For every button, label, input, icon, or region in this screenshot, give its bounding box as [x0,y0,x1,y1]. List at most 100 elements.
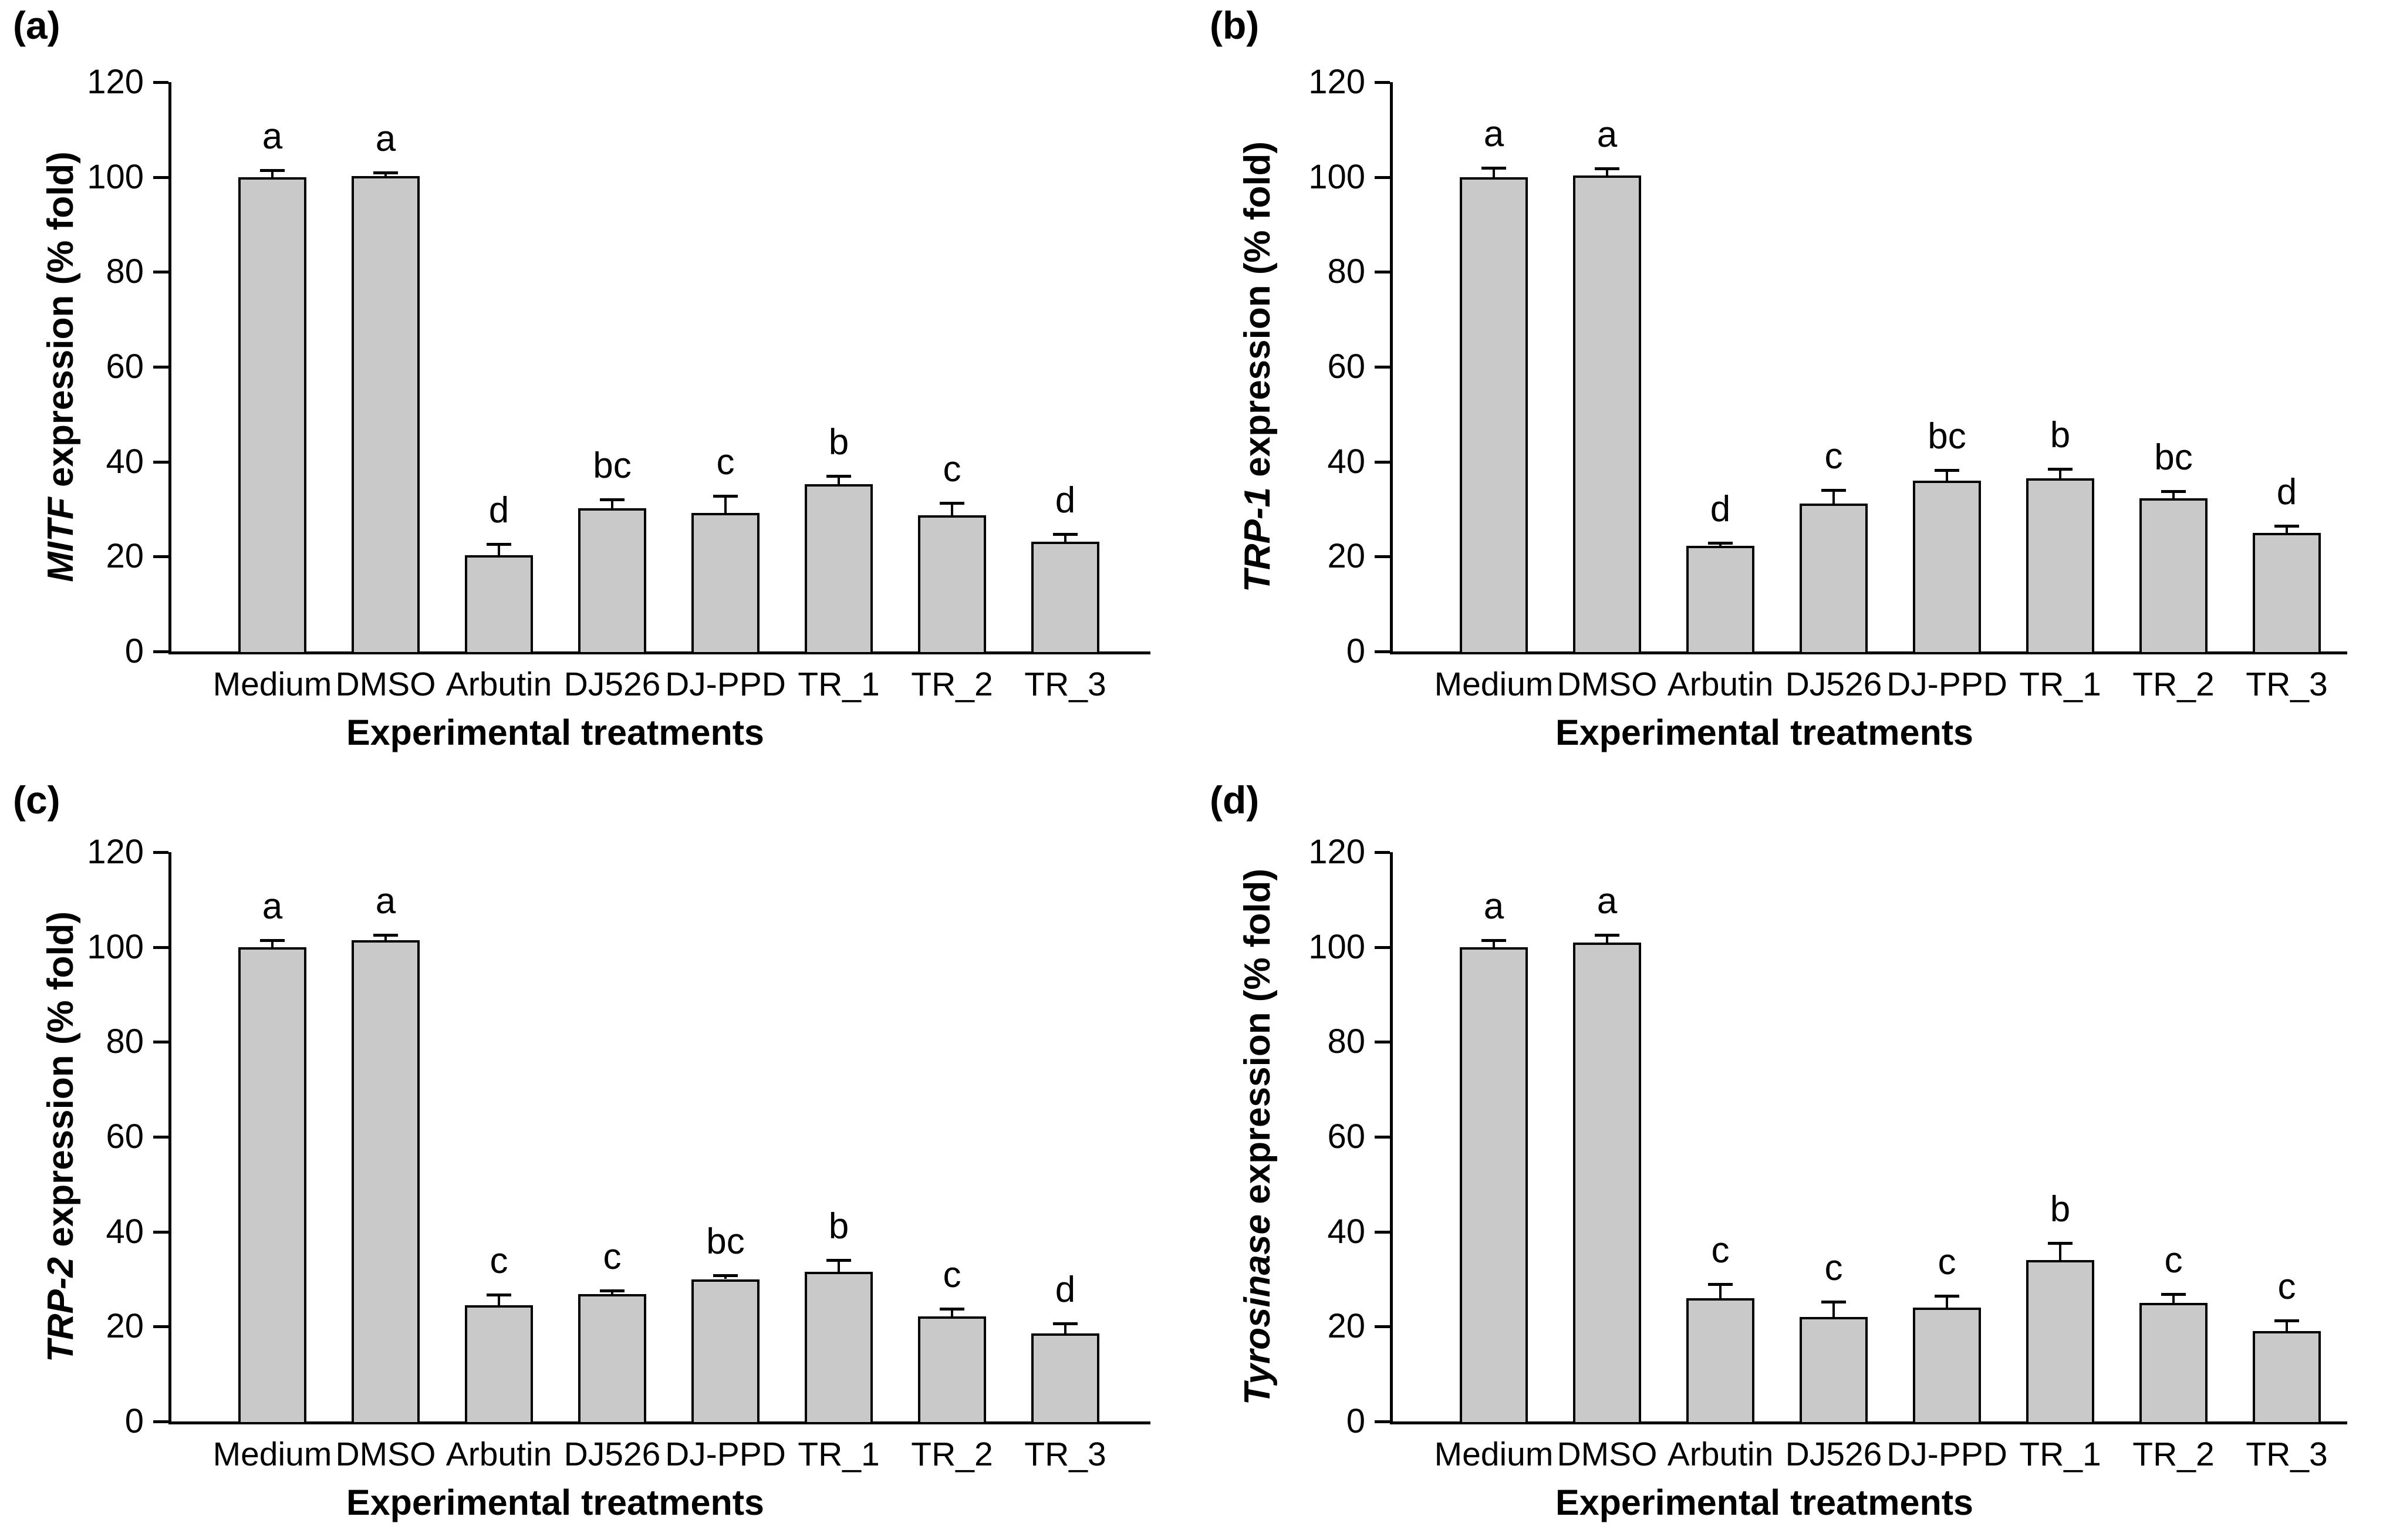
error-bar [1064,1323,1066,1334]
x-tick-label: TR_3 [2246,666,2328,703]
error-bar-cap [2161,489,2186,493]
error-bar [724,495,727,513]
significance-letter: d [488,489,509,531]
x-tick-label: DMSO [1557,1436,1658,1473]
error-bar-cap [2161,1293,2186,1296]
significance-letter: bc [706,1221,745,1262]
y-tick-label: 60 [106,347,144,386]
y-tick-label: 60 [106,1117,144,1156]
significance-letter: b [828,421,849,462]
error-bar-cap [2274,524,2299,528]
x-tick-label: TR_2 [2132,666,2215,703]
x-tick-label: DJ526 [563,1436,661,1473]
error-bar [1946,470,1948,481]
error-bar-cap [1935,1294,1959,1298]
y-axis-title-rest: expression (% fold) [40,151,81,498]
x-tick-label: DJ526 [563,666,661,703]
error-bar [2172,491,2175,498]
x-tick-label: Medium [1434,1436,1554,1473]
error-bar-cap [1708,1282,1733,1286]
bar [578,508,646,654]
error-bar-cap [940,1308,964,1311]
error-bar [498,543,500,555]
error-bar-cap [373,934,398,937]
y-tick [153,1230,168,1234]
error-bar [271,170,274,177]
error-bar-cap [1708,541,1733,545]
x-tick-label: DMSO [335,1436,436,1473]
x-tick-label: Arbutin [1667,666,1774,703]
significance-letter: b [2050,414,2071,455]
y-tick [1375,175,1390,179]
error-bar [838,475,840,485]
significance-letter: b [828,1206,849,1247]
error-bar [611,1290,613,1295]
bar [918,1316,986,1424]
y-tick-label: 120 [87,833,144,871]
significance-letter: c [603,1236,622,1277]
error-bar-cap [2274,1319,2299,1322]
x-tick-label: Arbutin [1667,1436,1774,1473]
bar [2253,532,2321,654]
error-bar [1832,490,1835,504]
error-bar-cap [260,168,285,172]
y-tick [1375,1230,1390,1234]
y-axis-title-gene: TRP-2 [40,1257,81,1363]
x-axis-title: Experimental treatments [346,712,764,752]
error-bar [611,499,613,508]
x-tick-label: Arbutin [445,666,552,703]
x-tick-label: DJ526 [1785,666,1882,703]
y-tick [1375,1136,1390,1139]
significance-letter: c [943,1255,961,1296]
error-bar [1064,534,1066,542]
bar [465,1305,533,1424]
significance-letter: bc [593,445,632,487]
error-bar-cap [600,498,625,502]
significance-letter: c [1824,436,1843,477]
x-axis [168,1421,1150,1424]
bar [1913,481,1981,654]
x-tick-label: Medium [212,1436,332,1473]
error-bar-cap [600,1289,625,1292]
significance-letter: d [1710,488,1731,529]
bar [238,947,306,1424]
y-tick [1375,1325,1390,1329]
bar [1031,542,1099,654]
bar [1800,1317,1868,1424]
y-tick [1375,650,1390,653]
error-bar [1606,935,1608,943]
x-tick-label: TR_1 [2019,666,2101,703]
error-bar [2286,1320,2288,1332]
bar [1573,175,1641,654]
y-tick [1375,555,1390,559]
significance-letter: a [1483,886,1504,927]
bar [1460,177,1528,654]
significance-letter: c [1711,1230,1730,1271]
y-tick-label: 60 [1327,347,1365,386]
bar [238,177,306,654]
error-bar-cap [1935,469,1959,472]
y-tick-label: 120 [1308,63,1365,101]
x-axis-title: Experimental treatments [1555,1482,1973,1522]
y-tick [153,1325,168,1329]
x-tick-label: DJ-PPD [1886,1436,2007,1473]
significance-letter: c [1824,1248,1843,1289]
y-tick-label: 100 [1308,927,1365,966]
bar [352,176,420,654]
y-axis-title-gene: TRP-1 [1237,487,1278,593]
x-tick-label: DJ-PPD [665,666,786,703]
error-bar-cap [713,1274,738,1278]
x-tick-label: TR_1 [2019,1436,2101,1473]
bar [2026,478,2094,654]
bar [1031,1333,1099,1424]
error-bar [1946,1295,1948,1308]
error-bar [2172,1294,2175,1303]
y-tick-label: 0 [124,1402,144,1440]
y-tick-label: 100 [1308,157,1365,196]
error-bar-cap [713,494,738,498]
y-axis-title-rest: expression (% fold) [40,911,81,1257]
y-axis [1390,852,1393,1424]
error-bar [951,1309,953,1316]
error-bar-cap [487,1294,511,1297]
